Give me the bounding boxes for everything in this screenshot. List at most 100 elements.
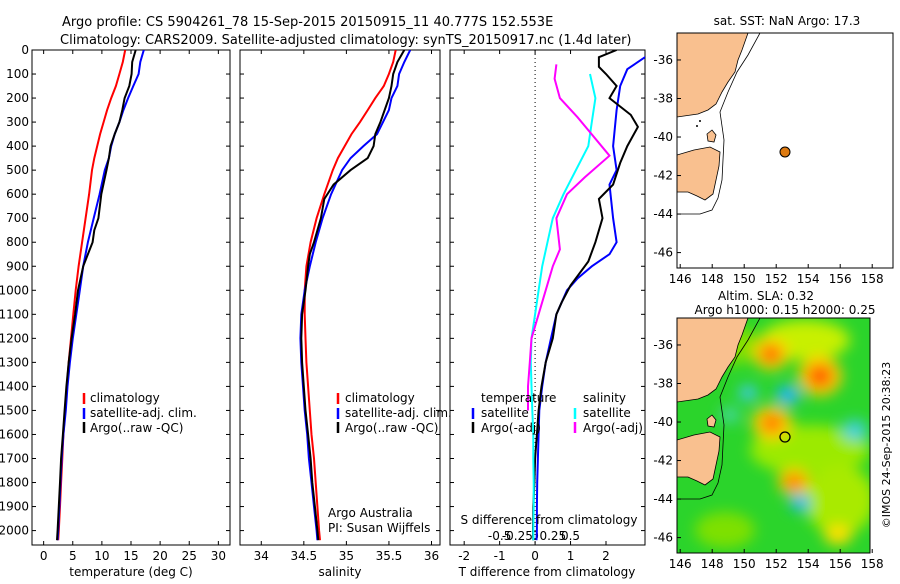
legend-label-argo-s: Argo(-adj) [583, 421, 643, 435]
legend-label-climatology: climatology [345, 391, 415, 405]
y-tick-label: 1300 [0, 355, 29, 369]
series-line-satellite-salinity [529, 73, 597, 541]
flinders-island [706, 129, 717, 143]
header-line-2: Climatology: CARS2009. Satellite-adjuste… [60, 33, 632, 48]
float-location-marker [779, 431, 791, 443]
x-tick-label: 146 [669, 272, 692, 286]
x-tick-label: 156 [829, 557, 852, 571]
legend-label-satellite-t: satellite [481, 406, 529, 420]
y-tick-label: 200 [6, 91, 29, 105]
x-tick-label: 35.5 [376, 549, 403, 563]
sla-map-title-2: Argo h1000: 0.15 h2000: 0.25 [695, 303, 876, 317]
y-tick-label: 1100 [0, 307, 29, 321]
x-tick-label: 34.5 [290, 549, 317, 563]
imos-timestamp: ©IMOS 24-Sep-2015 20:38:23 [880, 362, 893, 528]
y-tick-label: 1900 [0, 500, 29, 514]
x-tick-label: 10 [94, 549, 109, 563]
s-tick-label: -0.5 [488, 529, 511, 543]
legend-label-satellite: satellite-adj. clim. [345, 406, 452, 420]
x-tick-label: 0 [40, 549, 48, 563]
small-island [699, 120, 701, 122]
header-line-1: Argo profile: CS 5904261_78 15-Sep-2015 … [62, 15, 553, 30]
sla-low [790, 495, 810, 511]
salinity-panel [239, 49, 441, 546]
y-tick-label: 1500 [0, 403, 29, 417]
legend-heading-temperature: temperature [481, 391, 556, 405]
y-tick-label: -38 [653, 376, 673, 390]
y-tick-label: 900 [6, 259, 29, 273]
difference-panel [449, 49, 646, 546]
x-tick-label: 5 [69, 549, 77, 563]
series-line-argo-raw-qc [56, 50, 137, 541]
legend-heading-salinity: salinity [583, 391, 626, 405]
legend-label-satellite-s: satellite [583, 406, 631, 420]
sla-low [843, 420, 867, 440]
y-tick-label: -42 [653, 169, 673, 183]
y-tick-label: 1400 [0, 379, 29, 393]
legend-label-climatology: climatology [90, 391, 160, 405]
legend-label-argo-t: Argo(-adj) [481, 421, 541, 435]
shelf-contour [677, 318, 761, 500]
y-tick-label: 1200 [0, 331, 29, 345]
sla-low [776, 386, 800, 404]
x-tick-label: 30 [211, 549, 226, 563]
y-tick-label: -40 [653, 130, 673, 144]
s-tick-label: 0.5 [561, 529, 580, 543]
series-line-argo-raw-qc [300, 50, 406, 541]
difference-xlabel: T difference from climatology [458, 565, 636, 579]
temperature-axes: 0 5 10 15 20 25 300100200300400500600700800900… [0, 43, 230, 563]
y-tick-label: 0 [21, 43, 29, 57]
x-tick-label: 146 [669, 557, 692, 571]
x-tick-label: 152 [765, 272, 788, 286]
x-tick-label: 154 [797, 272, 820, 286]
y-tick-label: 400 [6, 139, 29, 153]
legend-label-argo: Argo(..raw -QC) [345, 421, 438, 435]
x-tick-label: 150 [733, 272, 756, 286]
tasmania [677, 146, 721, 201]
sla-map-body [677, 318, 870, 553]
y-tick-label: -42 [653, 454, 673, 468]
x-tick-label: 2 [602, 549, 610, 563]
s-tick-label: 0.25 [539, 529, 566, 543]
mainland [677, 33, 749, 118]
salinity-xlabel: salinity [318, 565, 361, 579]
x-tick-label: 1 [567, 549, 575, 563]
y-tick-label: 1000 [0, 283, 29, 297]
shelf-contour [677, 33, 761, 215]
x-tick-label: -1 [494, 549, 506, 563]
x-tick-label: 150 [733, 557, 756, 571]
difference-legend: temperature satellite Argo(-adj) salinit… [471, 391, 643, 435]
difference-xlabel-top: S difference from climatology [461, 513, 638, 527]
x-tick-label: 158 [861, 557, 884, 571]
sla-high [762, 414, 782, 432]
difference-series [527, 50, 645, 541]
sst-map-body [677, 33, 893, 268]
y-tick-label: -46 [653, 531, 673, 545]
y-tick-label: 800 [6, 235, 29, 249]
sla-high [786, 475, 802, 489]
y-tick-label: -40 [653, 415, 673, 429]
sla-anomaly [695, 512, 755, 548]
x-tick-label: 148 [701, 272, 724, 286]
salinity-series [299, 50, 412, 541]
temperature-series [56, 50, 145, 541]
x-tick-label: 25 [182, 549, 197, 563]
series-line-satellite [535, 55, 645, 541]
y-tick-label: 600 [6, 187, 29, 201]
series-line-climatology [57, 50, 127, 541]
y-tick-label: 1700 [0, 451, 29, 465]
sst-map-title: sat. SST: NaN Argo: 17.3 [714, 14, 861, 28]
y-tick-label: 100 [6, 67, 29, 81]
sla-field [690, 320, 870, 548]
x-tick-label: 15 [123, 549, 138, 563]
x-tick-label: 148 [701, 557, 724, 571]
sla-high [824, 525, 852, 545]
y-tick-label: -44 [653, 207, 673, 221]
y-tick-label: 300 [6, 115, 29, 129]
x-tick-label: -2 [458, 549, 470, 563]
temperature-xlabel: temperature (deg C) [69, 565, 192, 579]
sla-low [739, 386, 757, 400]
sla-map-title-1: Altim. SLA: 0.32 [718, 289, 814, 303]
